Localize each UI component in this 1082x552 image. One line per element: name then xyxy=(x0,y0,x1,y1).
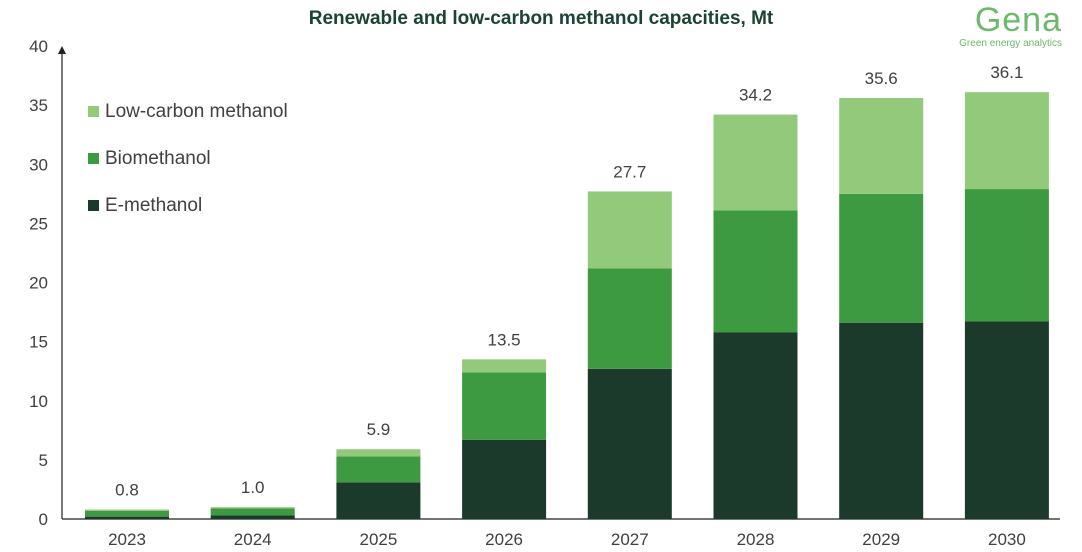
legend-swatch xyxy=(88,200,99,211)
total-data-label: 35.6 xyxy=(865,69,898,88)
bar-segment-e-methanol xyxy=(713,332,798,519)
bar-segment-e-methanol xyxy=(462,439,547,519)
total-data-label: 0.8 xyxy=(115,481,139,500)
total-data-label: 36.1 xyxy=(990,63,1023,82)
total-data-label: 34.2 xyxy=(739,86,772,105)
bar-segment-biomethanol xyxy=(210,508,295,516)
axes: 0 5 10 15 20 25 30 35 40 xyxy=(29,37,1060,529)
legend-label: Low-carbon methanol xyxy=(105,101,288,122)
y-tick-label: 40 xyxy=(29,37,48,56)
total-data-label: 5.9 xyxy=(367,420,391,439)
logo-tagline: Green energy analytics xyxy=(959,38,1062,49)
bar-segment-e-methanol xyxy=(839,322,924,519)
y-axis-arrow xyxy=(58,46,66,54)
y-tick-label: 5 xyxy=(39,451,48,470)
bar-segment-e-methanol xyxy=(336,482,421,519)
bar-segment-biomethanol xyxy=(336,456,421,483)
bar-segment-low-carbon-methanol xyxy=(713,114,798,211)
bar-segment-e-methanol xyxy=(85,516,169,519)
bar-segment-low-carbon-methanol xyxy=(210,507,295,509)
bar-segment-biomethanol xyxy=(964,189,1049,322)
x-tick-label: 2024 xyxy=(234,530,272,549)
bar-segment-e-methanol xyxy=(210,515,295,519)
y-tick-label: 35 xyxy=(29,96,48,115)
bar-segment-biomethanol xyxy=(839,193,924,323)
x-tick-label: 2026 xyxy=(485,530,523,549)
y-tick-label: 30 xyxy=(29,155,48,174)
x-tick-label: 2023 xyxy=(108,530,146,549)
x-tick-label: 2025 xyxy=(359,530,397,549)
legend-label: E-methanol xyxy=(105,195,202,216)
bar-segment-low-carbon-methanol xyxy=(587,191,672,269)
bar-segment-e-methanol xyxy=(964,321,1049,519)
total-data-label: 27.7 xyxy=(613,162,646,181)
legend: Low-carbon methanol Biomethanol E-methanol xyxy=(88,101,288,216)
bar-segment-low-carbon-methanol xyxy=(839,98,924,194)
y-tick-label: 25 xyxy=(29,214,48,233)
bar-segment-biomethanol xyxy=(85,510,169,517)
bars xyxy=(85,92,1049,519)
total-data-label: 13.5 xyxy=(488,330,521,349)
total-data-label: 1.0 xyxy=(241,478,265,497)
y-tick-label: 10 xyxy=(29,392,48,411)
gena-logo: Gena Green energy analytics xyxy=(959,0,1062,49)
y-tick-label: 15 xyxy=(29,333,48,352)
x-tick-label: 2030 xyxy=(988,530,1026,549)
logo-wordmark: Gena xyxy=(974,1,1062,39)
bar-segment-low-carbon-methanol xyxy=(964,92,1049,190)
y-tick-label: 0 xyxy=(39,510,48,529)
x-tick-label: 2029 xyxy=(862,530,900,549)
x-tick-label: 2028 xyxy=(737,530,775,549)
bar-segment-biomethanol xyxy=(462,372,547,440)
legend-swatch xyxy=(88,153,99,164)
labels: 0.8 2023 1.0 2024 5.9 2025 13.5 2026 27.7 2027 34.… xyxy=(108,63,1026,549)
y-tick-label: 20 xyxy=(29,274,48,293)
legend-label: Biomethanol xyxy=(105,148,211,169)
x-tick-label: 2027 xyxy=(611,530,649,549)
bar-segment-low-carbon-methanol xyxy=(85,509,169,511)
bar-segment-biomethanol xyxy=(713,210,798,333)
legend-swatch xyxy=(88,106,99,117)
bar-segment-biomethanol xyxy=(587,268,672,369)
bar-segment-e-methanol xyxy=(587,368,672,519)
chart-title: Renewable and low-carbon methanol capaci… xyxy=(308,8,774,29)
bar-segment-low-carbon-methanol xyxy=(336,449,421,457)
bar-segment-low-carbon-methanol xyxy=(462,359,547,373)
